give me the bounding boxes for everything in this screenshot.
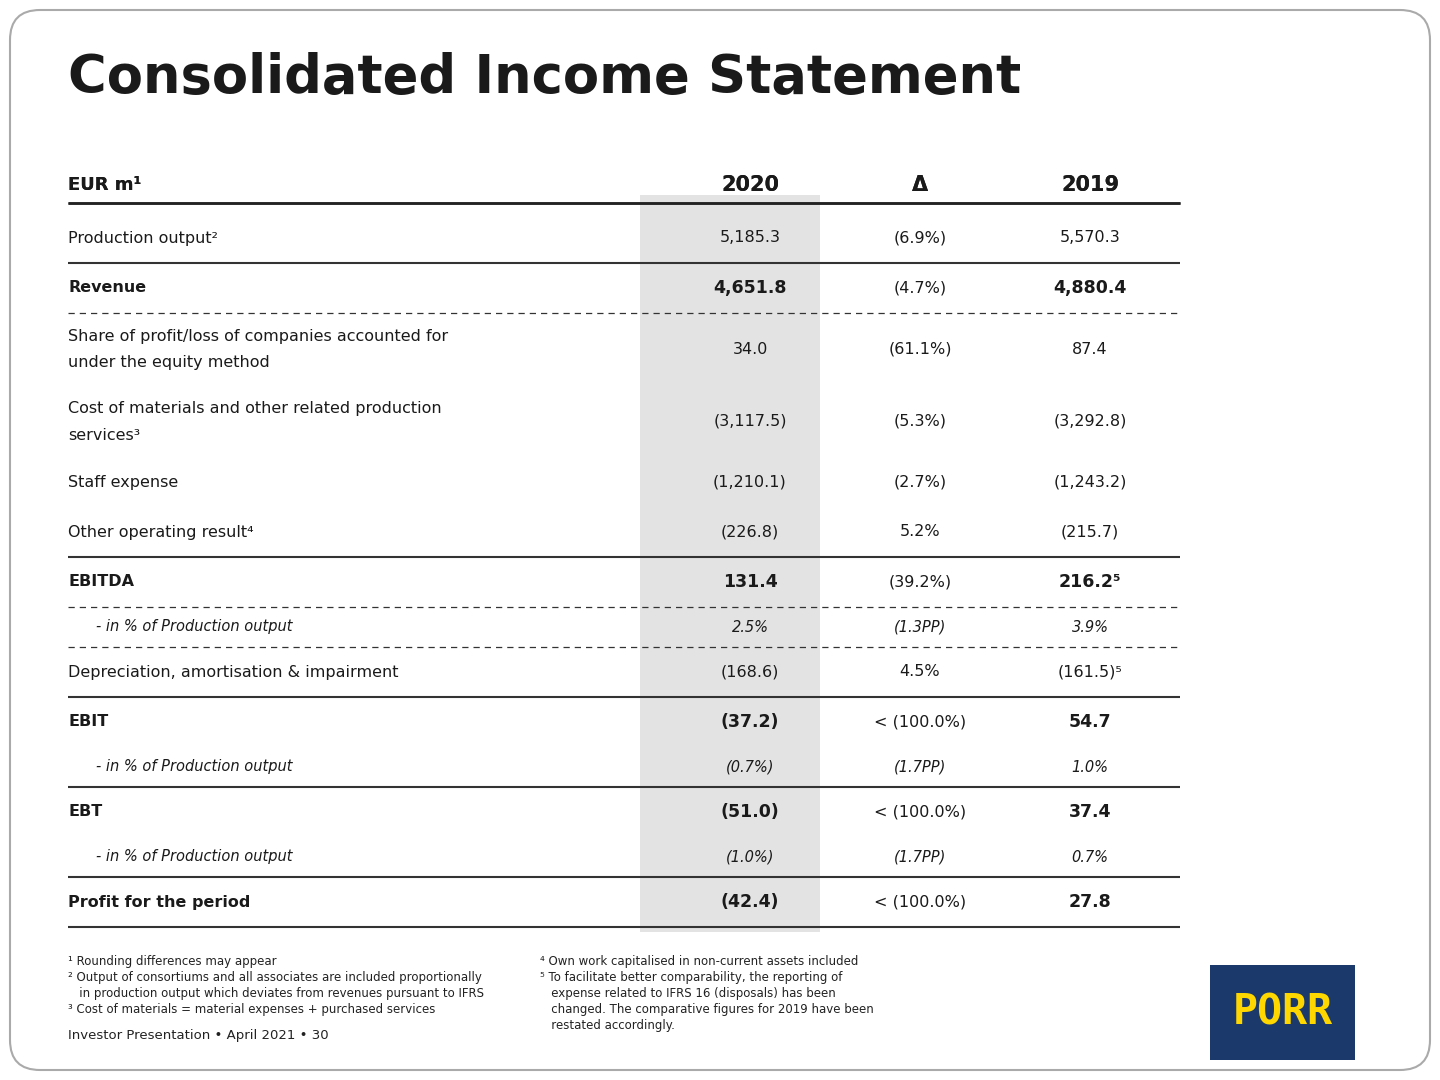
Text: - in % of Production output: - in % of Production output	[96, 850, 292, 864]
Text: (0.7%): (0.7%)	[726, 759, 775, 774]
Text: 0.7%: 0.7%	[1071, 850, 1109, 864]
Text: 1.0%: 1.0%	[1071, 759, 1109, 774]
Text: (5.3%): (5.3%)	[893, 414, 946, 429]
Text: 216.2⁵: 216.2⁵	[1058, 573, 1122, 591]
Text: 3.9%: 3.9%	[1071, 620, 1109, 634]
Text: PORR: PORR	[1233, 991, 1332, 1034]
Text: 4,880.4: 4,880.4	[1053, 279, 1126, 297]
Text: 34.0: 34.0	[733, 341, 768, 356]
Text: ³ Cost of materials = material expenses + purchased services: ³ Cost of materials = material expenses …	[68, 1003, 435, 1016]
Text: (1.3PP): (1.3PP)	[894, 620, 946, 634]
FancyBboxPatch shape	[1210, 966, 1355, 1059]
Text: 5.2%: 5.2%	[900, 525, 940, 540]
Text: Staff expense: Staff expense	[68, 474, 179, 489]
Text: 2020: 2020	[721, 175, 779, 195]
Text: (1,243.2): (1,243.2)	[1053, 474, 1126, 489]
Text: under the equity method: under the equity method	[68, 355, 269, 370]
Text: (6.9%): (6.9%)	[893, 230, 946, 245]
Text: (1.0%): (1.0%)	[726, 850, 775, 864]
Text: (226.8): (226.8)	[721, 525, 779, 540]
Text: (61.1%): (61.1%)	[888, 341, 952, 356]
Text: expense related to IFRS 16 (disposals) has been: expense related to IFRS 16 (disposals) h…	[540, 987, 835, 1000]
Text: 87.4: 87.4	[1073, 341, 1107, 356]
Text: ² Output of consortiums and all associates are included proportionally: ² Output of consortiums and all associat…	[68, 971, 482, 984]
Text: 131.4: 131.4	[723, 573, 778, 591]
Text: 4,651.8: 4,651.8	[713, 279, 786, 297]
Text: (2.7%): (2.7%)	[893, 474, 946, 489]
Text: Share of profit/loss of companies accounted for: Share of profit/loss of companies accoun…	[68, 329, 448, 345]
Text: (1.7PP): (1.7PP)	[894, 759, 946, 774]
Text: (42.4): (42.4)	[721, 893, 779, 912]
Text: 5,570.3: 5,570.3	[1060, 230, 1120, 245]
Text: (1,210.1): (1,210.1)	[713, 474, 786, 489]
FancyBboxPatch shape	[10, 10, 1430, 1070]
Text: (3,292.8): (3,292.8)	[1053, 414, 1126, 429]
Text: (1.7PP): (1.7PP)	[894, 850, 946, 864]
Text: EUR m¹: EUR m¹	[68, 176, 141, 194]
Text: Production output²: Production output²	[68, 230, 217, 245]
Text: (4.7%): (4.7%)	[893, 281, 946, 296]
Text: 2020: 2020	[721, 175, 779, 195]
Text: 2.5%: 2.5%	[732, 620, 769, 634]
Text: (161.5)⁵: (161.5)⁵	[1057, 664, 1122, 679]
Text: (3,117.5): (3,117.5)	[713, 414, 786, 429]
Text: services³: services³	[68, 428, 140, 443]
Text: (168.6): (168.6)	[721, 664, 779, 679]
Text: (37.2): (37.2)	[721, 713, 779, 731]
Text: Cost of materials and other related production: Cost of materials and other related prod…	[68, 402, 442, 417]
Text: ⁴ Own work capitalised in non-current assets included: ⁴ Own work capitalised in non-current as…	[540, 955, 858, 968]
Text: - in % of Production output: - in % of Production output	[96, 620, 292, 634]
Text: Depreciation, amortisation & impairment: Depreciation, amortisation & impairment	[68, 664, 399, 679]
Text: Δ: Δ	[912, 175, 927, 195]
Text: 2019: 2019	[1061, 175, 1119, 195]
Text: restated accordingly.: restated accordingly.	[540, 1020, 675, 1032]
Text: Consolidated Income Statement: Consolidated Income Statement	[68, 52, 1021, 104]
Text: ¹ Rounding differences may appear: ¹ Rounding differences may appear	[68, 955, 276, 968]
Text: EBITDA: EBITDA	[68, 575, 134, 590]
Text: EBT: EBT	[68, 805, 102, 820]
Text: ⁵ To facilitate better comparability, the reporting of: ⁵ To facilitate better comparability, th…	[540, 971, 842, 984]
Text: (39.2%): (39.2%)	[888, 575, 952, 590]
Text: (51.0): (51.0)	[720, 804, 779, 821]
Text: < (100.0%): < (100.0%)	[874, 805, 966, 820]
Text: 4.5%: 4.5%	[900, 664, 940, 679]
Text: Δ: Δ	[912, 175, 927, 195]
Text: 27.8: 27.8	[1068, 893, 1112, 912]
Text: < (100.0%): < (100.0%)	[874, 894, 966, 909]
Text: in production output which deviates from revenues pursuant to IFRS: in production output which deviates from…	[68, 987, 484, 1000]
Text: Investor Presentation • April 2021 • 30: Investor Presentation • April 2021 • 30	[68, 1029, 328, 1042]
Text: Profit for the period: Profit for the period	[68, 894, 251, 909]
Text: - in % of Production output: - in % of Production output	[96, 759, 292, 774]
Text: < (100.0%): < (100.0%)	[874, 715, 966, 729]
Text: 54.7: 54.7	[1068, 713, 1112, 731]
Text: 2019: 2019	[1061, 175, 1119, 195]
Text: 5,185.3: 5,185.3	[720, 230, 780, 245]
Text: Other operating result⁴: Other operating result⁴	[68, 525, 253, 540]
Text: 37.4: 37.4	[1068, 804, 1112, 821]
Bar	[639, 195, 819, 932]
Text: changed. The comparative figures for 2019 have been: changed. The comparative figures for 201…	[540, 1003, 874, 1016]
Text: EUR m¹: EUR m¹	[68, 176, 141, 194]
Text: Revenue: Revenue	[68, 281, 145, 296]
Text: EBIT: EBIT	[68, 715, 108, 729]
Text: (215.7): (215.7)	[1061, 525, 1119, 540]
